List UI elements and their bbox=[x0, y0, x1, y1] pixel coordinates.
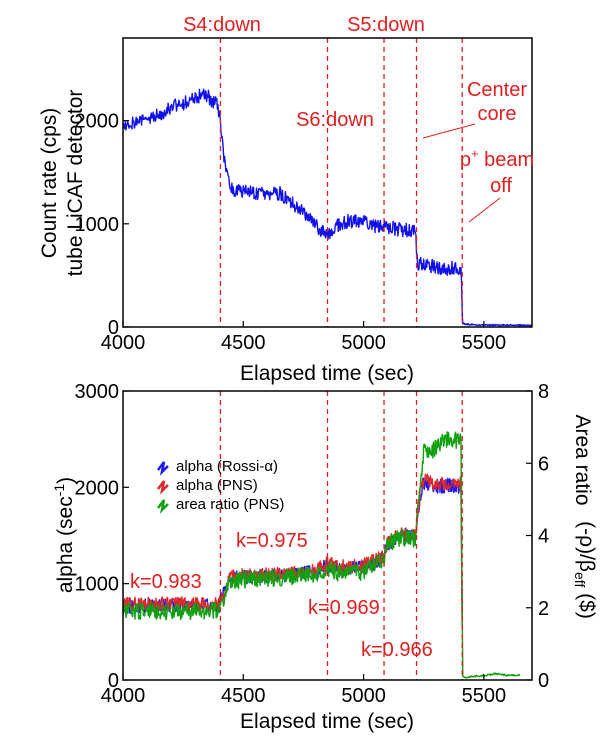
series-line-area-ratio-pns- bbox=[122, 431, 521, 679]
y-ticks-bottom-left: 0 1000 2000 3000 bbox=[75, 381, 129, 692]
x-tick-label: 4500 bbox=[221, 685, 266, 707]
y-tick-label: 3000 bbox=[75, 381, 120, 403]
x-axis-label-bottom: Elapsed time (sec) bbox=[240, 710, 414, 733]
y2-tick-label: 8 bbox=[538, 381, 549, 403]
event-lines-bottom bbox=[219, 391, 463, 680]
y-ticks-top: 0 1000 2000 bbox=[75, 111, 129, 339]
alpha-panel: 4000 4500 5000 5500 0 1000 2000 3000 0 2 4 6 8 Ela… bbox=[51, 381, 598, 733]
y-tick-label: 2000 bbox=[75, 111, 120, 133]
y-axis-label-bottom-right-line2: (-ρ)/βeff ($) bbox=[572, 521, 598, 619]
annotation-s4-down: S4:down bbox=[183, 14, 261, 36]
legend: alpha (Rossi-α) alpha (PNS) area ratio (… bbox=[157, 458, 284, 514]
x-tick-label: 5500 bbox=[462, 332, 507, 354]
annotation-core: core bbox=[478, 103, 517, 125]
x-ticks-top: 4000 4500 5000 5500 bbox=[101, 321, 506, 354]
alpha-series-layer bbox=[122, 431, 521, 679]
annotation-k-0975: k=0.975 bbox=[236, 530, 308, 552]
annotation-k-0969: k=0.969 bbox=[308, 597, 380, 619]
x-tick-label: 5000 bbox=[341, 332, 386, 354]
count-rate-panel: 4000 4500 5000 5500 0 1000 2000 Elapsed time … bbox=[38, 14, 534, 385]
y2-tick-label: 6 bbox=[538, 453, 549, 475]
x-axis-label-top: Elapsed time (sec) bbox=[240, 362, 414, 385]
x-tick-label: 4000 bbox=[101, 685, 146, 707]
legend-swatch-rossi bbox=[157, 461, 169, 476]
annotation-s6-down: S6:down bbox=[296, 109, 374, 131]
legend-swatch-pns bbox=[157, 480, 169, 495]
x-tick-label: 4000 bbox=[101, 332, 146, 354]
annotation-k-0966: k=0.966 bbox=[361, 639, 433, 661]
legend-swatch-area bbox=[157, 499, 169, 514]
y-tick-label: 1000 bbox=[75, 574, 120, 596]
annotation-off: off bbox=[490, 175, 512, 197]
legend-label-rossi: alpha (Rossi-α) bbox=[176, 458, 278, 475]
x-ticks-bottom: 4000 4500 5000 5500 bbox=[101, 674, 506, 707]
y-ticks-bottom-right: 0 2 4 6 8 bbox=[526, 381, 549, 692]
pointer-line-beam-off bbox=[468, 197, 501, 223]
x-tick-label: 5500 bbox=[462, 685, 507, 707]
series-line-count-rate bbox=[122, 88, 533, 327]
event-lines-top bbox=[219, 38, 463, 327]
y-tick-label: 2000 bbox=[75, 477, 120, 499]
y-tick-label: 0 bbox=[108, 670, 119, 692]
series-line-alpha-pns- bbox=[122, 473, 463, 626]
plot-frame-top bbox=[122, 37, 533, 328]
count-rate-series-layer bbox=[122, 88, 533, 327]
annotation-s5-down: S5:down bbox=[347, 14, 425, 36]
y2-tick-label: 2 bbox=[538, 598, 549, 620]
y2-tick-label: 4 bbox=[538, 526, 549, 548]
y-axis-label-bottom-left: alpha (sec-1) bbox=[51, 477, 77, 593]
y2-tick-label: 0 bbox=[538, 670, 549, 692]
annotation-p-beam: p+ beam bbox=[460, 146, 534, 171]
y-axis-label-bottom-right-line1: Area ratio bbox=[571, 414, 594, 505]
y-tick-label: 0 bbox=[108, 317, 119, 339]
series-line-alpha-rossi- bbox=[122, 475, 463, 629]
y-tick-label: 1000 bbox=[75, 214, 120, 236]
y-axis-label-top-line1: Count rate (cps) bbox=[38, 108, 61, 259]
x-tick-label: 5000 bbox=[341, 685, 386, 707]
legend-label-pns: alpha (PNS) bbox=[176, 477, 258, 494]
y-axis-label-top-line2: tube LiCAF detector bbox=[64, 90, 87, 277]
annotation-k-0983: k=0.983 bbox=[130, 571, 202, 593]
pointer-line-center-core bbox=[422, 123, 476, 139]
legend-label-area: area ratio (PNS) bbox=[176, 496, 284, 513]
x-tick-label: 4500 bbox=[221, 332, 266, 354]
annotation-center: Center bbox=[467, 79, 527, 101]
